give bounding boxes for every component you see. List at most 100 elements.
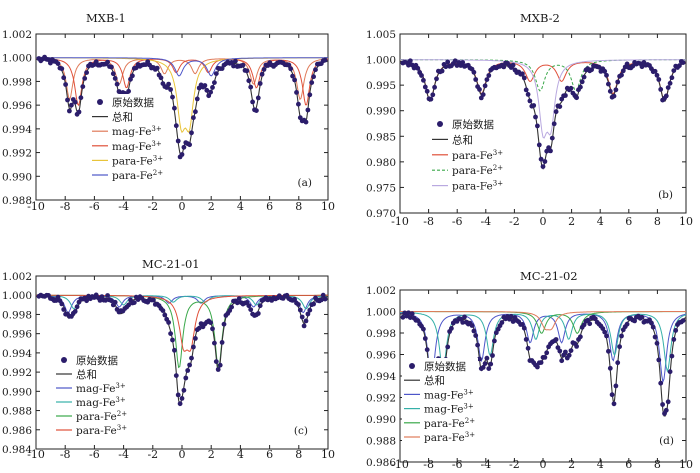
legend-label: mag-Fe3+ [424,403,474,416]
raw-data-point [473,333,479,338]
raw-data-point [183,375,189,381]
raw-data-point [486,73,492,78]
raw-data-point [109,64,114,70]
raw-data-point [322,57,328,63]
raw-data-point [213,71,219,76]
total-fit-curve [35,58,329,158]
x-tick-label: 10 [321,448,335,461]
raw-data-point [606,348,611,354]
raw-data-point [112,299,118,305]
raw-data-point [624,61,630,67]
y-tick-label: 0.988 [2,195,32,207]
raw-data-point [602,329,608,335]
legend-label: 总和 [76,368,97,381]
raw-data-point [130,73,135,79]
legend-label-superscript: 3+ [115,382,125,390]
raw-data-point [105,293,110,298]
x-tick-label: 4 [597,458,604,471]
x-tick-label: 4 [237,448,244,461]
raw-data-point [187,362,193,368]
x-tick-label: 0 [179,200,186,213]
raw-data-point [406,310,411,316]
raw-data-point [665,85,671,90]
raw-data-point [59,66,65,72]
raw-data-point [630,63,636,69]
raw-data-point [307,307,313,313]
chart-title: MC-21-01 [142,257,200,271]
raw-data-point [61,307,67,312]
legend-label: mag-Fe3+ [76,382,126,395]
raw-data-point [303,119,309,125]
raw-data-point [540,164,546,170]
legend-label: mag-Fe3+ [112,140,162,153]
raw-data-point [72,309,78,314]
raw-data-point [229,60,235,65]
legend-background [430,116,506,197]
chart-panel-4: -10 -8 -6 -4 -2 0 2 4 6 8 10 0.986 0.988 0.990 0.992 0.… [366,269,693,471]
y-tick-label: 0.994 [2,348,32,360]
raw-data-point [168,331,174,336]
x-tick-label: -10 [27,200,45,213]
raw-data-point [248,84,254,90]
raw-data-point [568,348,574,353]
raw-data-point [667,80,673,86]
raw-data-point [109,298,114,304]
raw-data-point [606,81,611,87]
raw-data-point [460,60,466,65]
raw-data-point [409,311,415,317]
raw-data-point [187,142,193,148]
y-tick-label: 0.992 [2,148,32,160]
raw-data-point [206,93,212,99]
raw-data-point [212,80,217,85]
y-tick-label: 0.980 [366,157,396,169]
raw-data-point [170,94,175,100]
raw-data-point [462,314,467,320]
raw-data-point [548,148,553,154]
y-tick-label: 1.000 [366,55,396,67]
chart-title: MXB-2 [520,11,560,25]
legend-label-superscript: 2+ [153,169,163,177]
raw-data-point [589,67,594,73]
raw-data-point [477,87,482,92]
raw-data-point [196,325,202,331]
raw-data-point [510,319,516,324]
raw-data-point [673,328,679,333]
raw-data-point [449,326,454,331]
raw-data-point [488,361,494,367]
raw-data-point [544,148,550,154]
raw-data-point [607,88,613,94]
raw-data-point [61,75,67,81]
raw-data-point [525,92,531,97]
raw-data-point [508,313,514,319]
y-tick-label: 0.975 [366,182,396,194]
raw-data-point [578,84,583,90]
raw-data-point [619,333,624,339]
raw-data-point [185,368,191,373]
y-tick-label: 1.005 [366,29,396,41]
legend-marker-dot [437,121,443,127]
raw-data-point [84,70,89,75]
raw-data-point [99,294,105,299]
legend-label-superscript: 2+ [117,410,127,418]
raw-data-point [166,320,172,325]
raw-data-point [669,353,675,359]
x-tick-label: -10 [27,448,45,461]
raw-data-point [151,297,156,303]
y-tick-label: 0.996 [366,350,396,362]
raw-data-point [650,324,656,330]
raw-data-point [219,66,225,71]
component-curve-4 [400,311,686,331]
raw-data-point [559,358,565,364]
raw-data-point [294,90,299,95]
raw-data-point [667,369,673,375]
raw-data-point [93,59,99,65]
raw-data-point [557,104,563,109]
legend-label: para-Fe2+ [76,410,127,423]
raw-data-point [609,392,615,398]
legend-label: para-Fe3+ [452,149,503,162]
raw-data-point [292,77,297,83]
x-tick-label: 6 [266,448,273,461]
raw-data-point [179,396,185,401]
raw-data-point [208,89,214,95]
raw-data-point [181,144,187,150]
